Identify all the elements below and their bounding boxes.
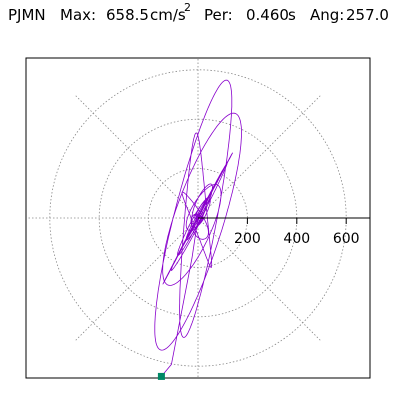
orbit-trace bbox=[154, 79, 242, 377]
orbit-trace-path bbox=[154, 79, 242, 377]
radial-tick-label-400: 400 bbox=[283, 231, 310, 247]
plot-frame bbox=[25, 57, 371, 379]
grid-spoke-225 bbox=[75, 217, 199, 341]
grid-spoke-45 bbox=[197, 95, 321, 219]
station-code: PJMN bbox=[8, 6, 46, 24]
end-marker-group bbox=[157, 372, 165, 380]
radial-axis: 200 400 600 bbox=[198, 217, 370, 247]
max-label: Max: bbox=[60, 6, 97, 24]
max-value: 658.5 bbox=[106, 6, 149, 24]
angle-value: 257.0 bbox=[346, 6, 389, 24]
max-unit: cm/s bbox=[150, 6, 186, 24]
radial-tick-label-200: 200 bbox=[234, 231, 261, 247]
radial-tick-label-600: 600 bbox=[333, 231, 360, 247]
peak-marker bbox=[157, 372, 165, 380]
period-label: Per: bbox=[204, 6, 233, 24]
grid-spoke-315 bbox=[197, 217, 321, 341]
angle-label: Ang: bbox=[310, 6, 345, 24]
period-unit: s bbox=[288, 6, 296, 24]
max-unit-exponent: 2 bbox=[184, 1, 191, 14]
chart-title: PJMN Max: 658.5 cm/s 2 Per: 0.460 s Ang:… bbox=[0, 1, 400, 38]
grid-spoke-135 bbox=[75, 95, 199, 219]
period-value: 0.460 bbox=[246, 6, 289, 24]
